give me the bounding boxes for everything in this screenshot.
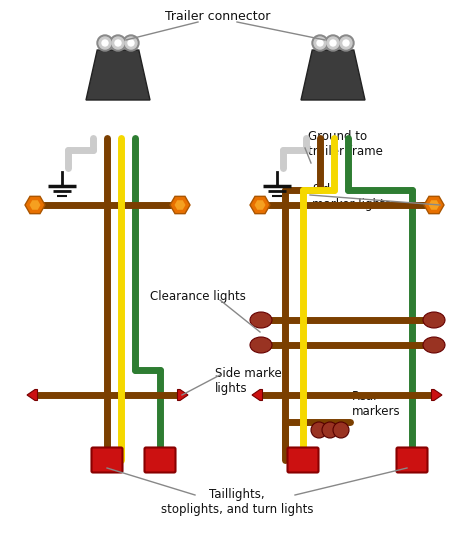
Circle shape	[327, 37, 339, 49]
Text: Side marker
lights: Side marker lights	[215, 367, 287, 395]
Text: Taillights,
stoplights, and turn lights: Taillights, stoplights, and turn lights	[161, 488, 313, 516]
FancyBboxPatch shape	[288, 447, 319, 472]
Polygon shape	[431, 390, 442, 400]
FancyBboxPatch shape	[145, 447, 175, 472]
Polygon shape	[177, 390, 188, 400]
Circle shape	[343, 40, 349, 46]
Text: Ground to
trailer frame: Ground to trailer frame	[308, 130, 383, 158]
Polygon shape	[250, 196, 270, 214]
Polygon shape	[424, 196, 444, 214]
FancyBboxPatch shape	[91, 447, 122, 472]
Polygon shape	[174, 200, 185, 210]
Circle shape	[311, 422, 327, 438]
Ellipse shape	[423, 312, 445, 328]
Polygon shape	[86, 50, 150, 100]
Polygon shape	[301, 50, 365, 100]
Polygon shape	[252, 390, 263, 400]
Circle shape	[340, 37, 352, 49]
Polygon shape	[255, 200, 265, 210]
Circle shape	[338, 35, 354, 51]
Circle shape	[123, 35, 139, 51]
Circle shape	[325, 35, 341, 51]
Circle shape	[115, 40, 121, 46]
FancyBboxPatch shape	[396, 447, 428, 472]
Circle shape	[312, 35, 328, 51]
Ellipse shape	[250, 312, 272, 328]
Text: Clearance lights: Clearance lights	[150, 290, 246, 303]
Circle shape	[125, 37, 137, 49]
Ellipse shape	[423, 337, 445, 353]
Circle shape	[112, 37, 124, 49]
Circle shape	[97, 35, 113, 51]
Ellipse shape	[250, 337, 272, 353]
Circle shape	[314, 37, 326, 49]
Circle shape	[322, 422, 338, 438]
Circle shape	[102, 40, 108, 46]
Polygon shape	[428, 200, 439, 210]
Text: Trailer connector: Trailer connector	[165, 10, 271, 23]
Circle shape	[317, 40, 323, 46]
Polygon shape	[29, 200, 40, 210]
Circle shape	[333, 422, 349, 438]
Polygon shape	[170, 196, 190, 214]
Circle shape	[110, 35, 126, 51]
Circle shape	[330, 40, 336, 46]
Polygon shape	[25, 196, 45, 214]
Text: Side
marker lights: Side marker lights	[312, 183, 391, 211]
Polygon shape	[27, 390, 37, 400]
Circle shape	[128, 40, 134, 46]
Circle shape	[99, 37, 111, 49]
Text: Rear
markers: Rear markers	[352, 390, 401, 418]
